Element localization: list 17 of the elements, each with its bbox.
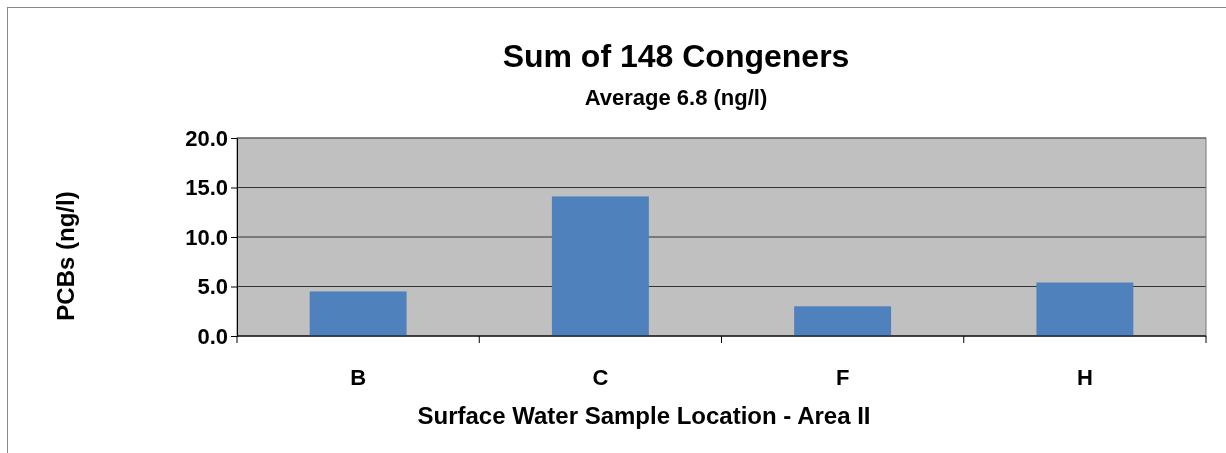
x-tick-label: F bbox=[835, 365, 850, 390]
bar bbox=[1036, 282, 1134, 336]
x-tick-label: C bbox=[592, 365, 609, 390]
x-axis-title: Surface Water Sample Location - Area II bbox=[417, 402, 871, 429]
y-tick-label: 20.0 bbox=[185, 125, 228, 151]
chart-title: Sum of 148 Congeners bbox=[502, 38, 850, 74]
x-tick-label: B bbox=[350, 365, 367, 390]
y-tick-label: 5.0 bbox=[197, 274, 228, 300]
bar bbox=[794, 306, 892, 336]
y-tick-label: 15.0 bbox=[185, 175, 228, 201]
bar bbox=[551, 196, 649, 336]
x-tick-label: H bbox=[1076, 365, 1093, 390]
chart-subtitle: Average 6.8 (ng/l) bbox=[584, 85, 768, 110]
y-tick-label: 10.0 bbox=[185, 224, 228, 250]
bar bbox=[309, 291, 407, 336]
y-axis-title: PCBs (ng/l) bbox=[52, 191, 79, 321]
y-tick-label: 0.0 bbox=[197, 323, 228, 349]
